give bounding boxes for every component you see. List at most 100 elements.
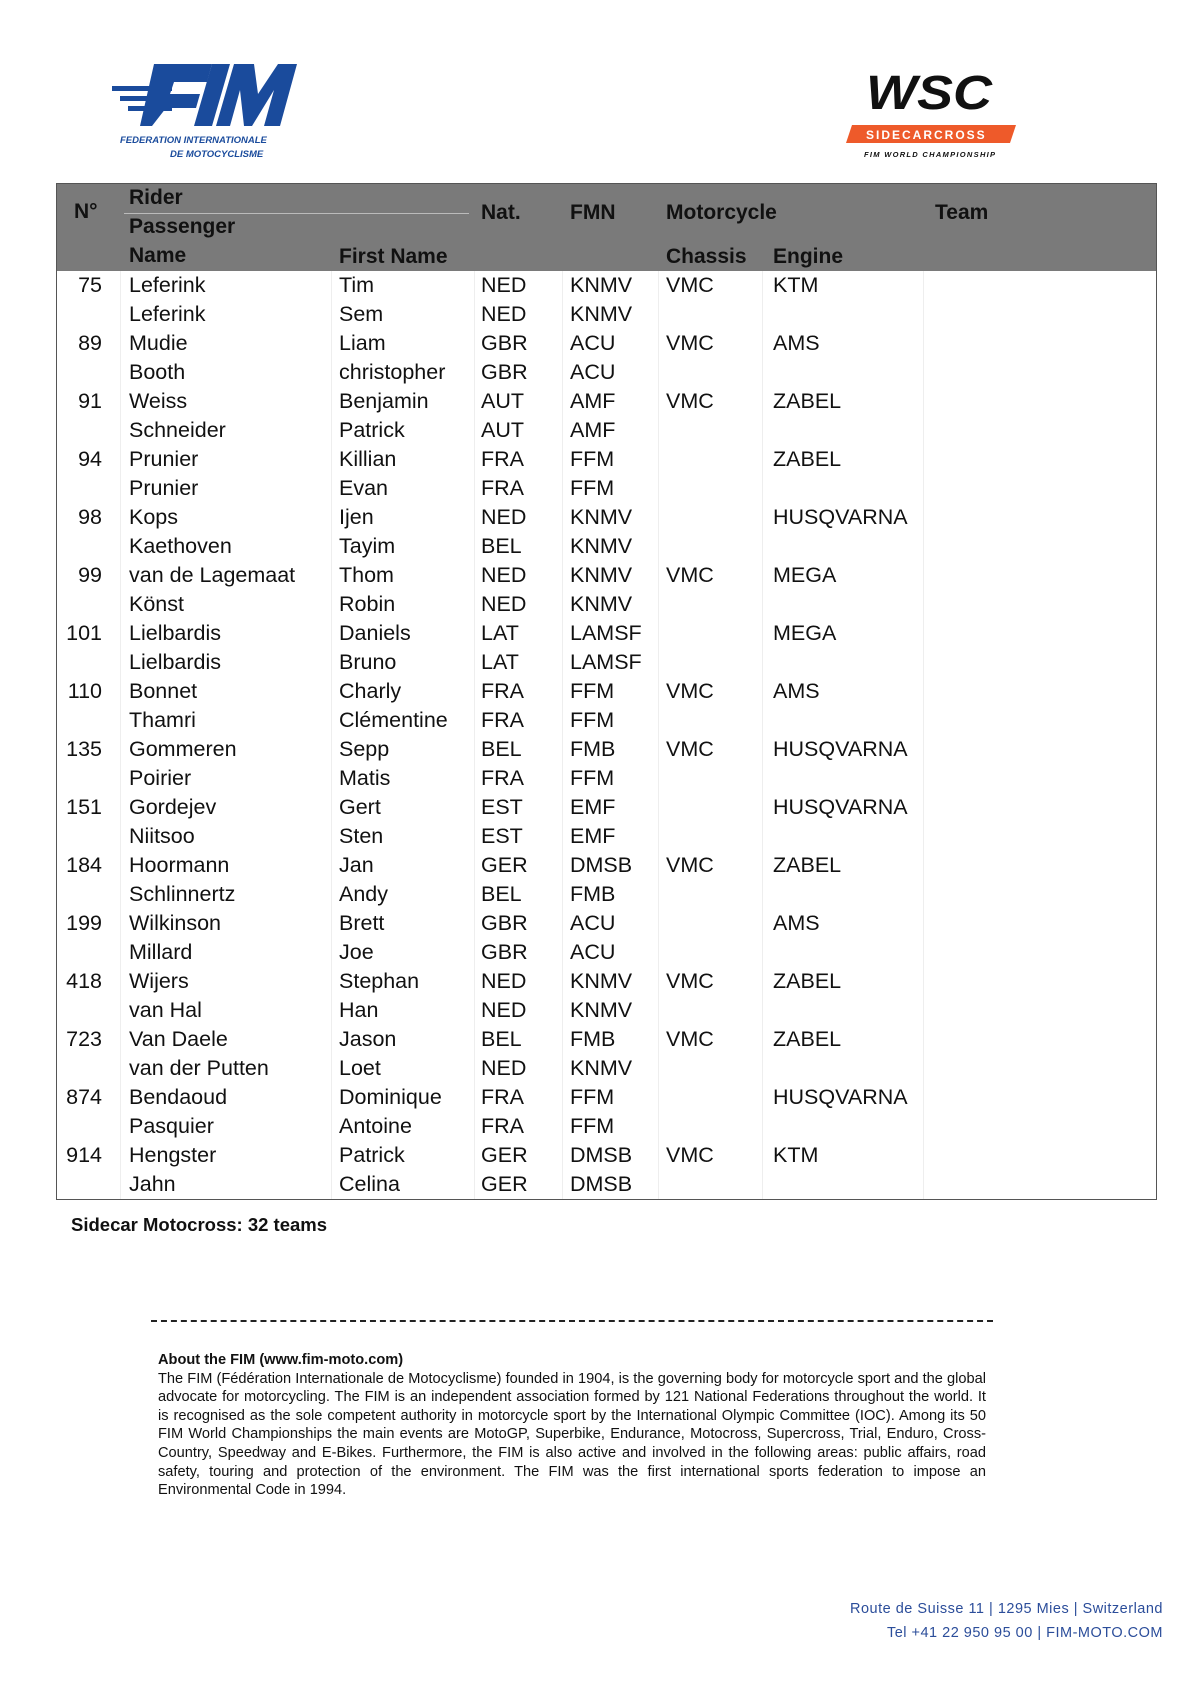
table-row: 184 Hoormann Jan GER DMSB VMC ZABEL xyxy=(57,851,1156,880)
footer-contact: Tel +41 22 950 95 00 | FIM-MOTO.COM xyxy=(886,1625,1163,1641)
wsc-logo: WSC SIDECARCROSS FIM WORLD CHAMPIONSHIP xyxy=(844,64,1019,160)
header-nat: Nat. xyxy=(481,201,521,224)
engine: KTM xyxy=(773,1143,819,1167)
fmn: FMB xyxy=(570,737,616,761)
chassis: VMC xyxy=(666,679,714,703)
about-section: About the FIM (www.fim-moto.com) The FIM… xyxy=(158,1351,986,1500)
chassis: VMC xyxy=(666,273,714,297)
svg-text:WSC: WSC xyxy=(866,67,994,120)
chassis: VMC xyxy=(666,331,714,355)
nationality: FRA xyxy=(481,447,524,471)
table-row: 110 Bonnet Charly FRA FFM VMC AMS xyxy=(57,677,1156,706)
engine: HUSQVARNA xyxy=(773,795,908,819)
fmn: AMF xyxy=(570,418,616,442)
nationality: LAT xyxy=(481,650,519,674)
chassis: VMC xyxy=(666,389,714,413)
nationality: BEL xyxy=(481,534,522,558)
fmn: KNMV xyxy=(570,273,633,297)
rider-number: 151 xyxy=(66,795,102,819)
fmn: FFM xyxy=(570,766,615,790)
svg-text:FIM WORLD CHAMPIONSHIP: FIM WORLD CHAMPIONSHIP xyxy=(864,150,996,159)
nationality: GBR xyxy=(481,360,528,384)
name: Van Daele xyxy=(129,1027,228,1051)
fmn: ACU xyxy=(570,911,616,935)
table-row: Könst Robin NED KNMV xyxy=(57,590,1156,619)
name: van der Putten xyxy=(129,1056,269,1080)
table-row: van der Putten Loet NED KNMV xyxy=(57,1054,1156,1083)
table-row: Poirier Matis FRA FFM xyxy=(57,764,1156,793)
nationality: NED xyxy=(481,998,527,1022)
table-header: N° Rider Passenger Name First Name Nat. … xyxy=(57,184,1156,271)
first-name: Jan xyxy=(339,853,374,877)
chassis: VMC xyxy=(666,853,714,877)
name: van de Lagemaat xyxy=(129,563,296,587)
first-name: Sten xyxy=(339,824,384,848)
name: Poirier xyxy=(129,766,192,790)
fim-logo: FEDERATION INTERNATIONALE DE MOTOCYCLISM… xyxy=(112,64,297,162)
header-fmn: FMN xyxy=(570,201,616,224)
engine: HUSQVARNA xyxy=(773,737,908,761)
rider-number: 91 xyxy=(78,389,102,413)
name: Lielbardis xyxy=(129,650,222,674)
table-row: Kaethoven Tayim BEL KNMV xyxy=(57,532,1156,561)
nationality: GBR xyxy=(481,911,528,935)
table-row: 135 Gommeren Sepp BEL FMB VMC HUSQVARNA xyxy=(57,735,1156,764)
nationality: BEL xyxy=(481,1027,522,1051)
fmn: KNMV xyxy=(570,505,633,529)
about-body: The FIM (Fédération Internationale de Mo… xyxy=(158,1370,986,1499)
first-name: christopher xyxy=(339,360,446,384)
svg-text:DE MOTOCYCLISME: DE MOTOCYCLISME xyxy=(170,149,264,160)
chassis: VMC xyxy=(666,563,714,587)
table-row: 199 Wilkinson Brett GBR ACU AMS xyxy=(57,909,1156,938)
rider-number: 723 xyxy=(66,1027,102,1051)
name: Booth xyxy=(129,360,186,384)
table-row: 91 Weiss Benjamin AUT AMF VMC ZABEL xyxy=(57,387,1156,416)
engine: AMS xyxy=(773,679,820,703)
fmn: KNMV xyxy=(570,302,633,326)
name: Prunier xyxy=(129,476,199,500)
first-name: Sem xyxy=(339,302,384,326)
fmn: KNMV xyxy=(570,1056,633,1080)
first-name: Celina xyxy=(339,1172,400,1196)
table-row: 89 Mudie Liam GBR ACU VMC AMS xyxy=(57,329,1156,358)
chassis: VMC xyxy=(666,1027,714,1051)
nationality: NED xyxy=(481,273,527,297)
chassis: VMC xyxy=(666,1143,714,1167)
name: Bendaoud xyxy=(129,1085,228,1109)
first-name: Brett xyxy=(339,911,385,935)
engine: AMS xyxy=(773,331,820,355)
table-row: Millard Joe GBR ACU xyxy=(57,938,1156,967)
engine: KTM xyxy=(773,273,819,297)
name: Thamri xyxy=(129,708,196,732)
table-row: Thamri Clémentine FRA FFM xyxy=(57,706,1156,735)
rider-number: 75 xyxy=(78,273,102,297)
nationality: NED xyxy=(481,1056,527,1080)
table-row: Lielbardis Bruno LAT LAMSF xyxy=(57,648,1156,677)
nationality: FRA xyxy=(481,1114,524,1138)
table-row: Schneider Patrick AUT AMF xyxy=(57,416,1156,445)
divider xyxy=(124,213,469,214)
table-row: Schlinnertz Andy BEL FMB xyxy=(57,880,1156,909)
svg-text:FEDERATION INTERNATIONALE: FEDERATION INTERNATIONALE xyxy=(120,135,268,146)
svg-text:SIDECARCROSS: SIDECARCROSS xyxy=(866,128,987,142)
footer-address: Route de Suisse 11 | 1295 Mies | Switzer… xyxy=(850,1601,1163,1617)
fmn: ACU xyxy=(570,331,616,355)
fmn: KNMV xyxy=(570,592,633,616)
fmn: FFM xyxy=(570,1114,615,1138)
first-name: Patrick xyxy=(339,418,405,442)
rider-number: 184 xyxy=(66,853,102,877)
nationality: NED xyxy=(481,302,527,326)
nationality: EST xyxy=(481,795,523,819)
table-row: 98 Kops Ijen NED KNMV HUSQVARNA xyxy=(57,503,1156,532)
nationality: NED xyxy=(481,505,527,529)
table-row: 418 Wijers Stephan NED KNMV VMC ZABEL xyxy=(57,967,1156,996)
rider-number: 110 xyxy=(67,679,102,703)
nationality: FRA xyxy=(481,1085,524,1109)
name: Bonnet xyxy=(129,679,198,703)
nationality: NED xyxy=(481,592,527,616)
name: Gommeren xyxy=(129,737,237,761)
engine: MEGA xyxy=(773,621,837,645)
rider-number: 98 xyxy=(78,505,102,529)
rider-number: 135 xyxy=(66,737,102,761)
name: Gordejev xyxy=(129,795,217,819)
